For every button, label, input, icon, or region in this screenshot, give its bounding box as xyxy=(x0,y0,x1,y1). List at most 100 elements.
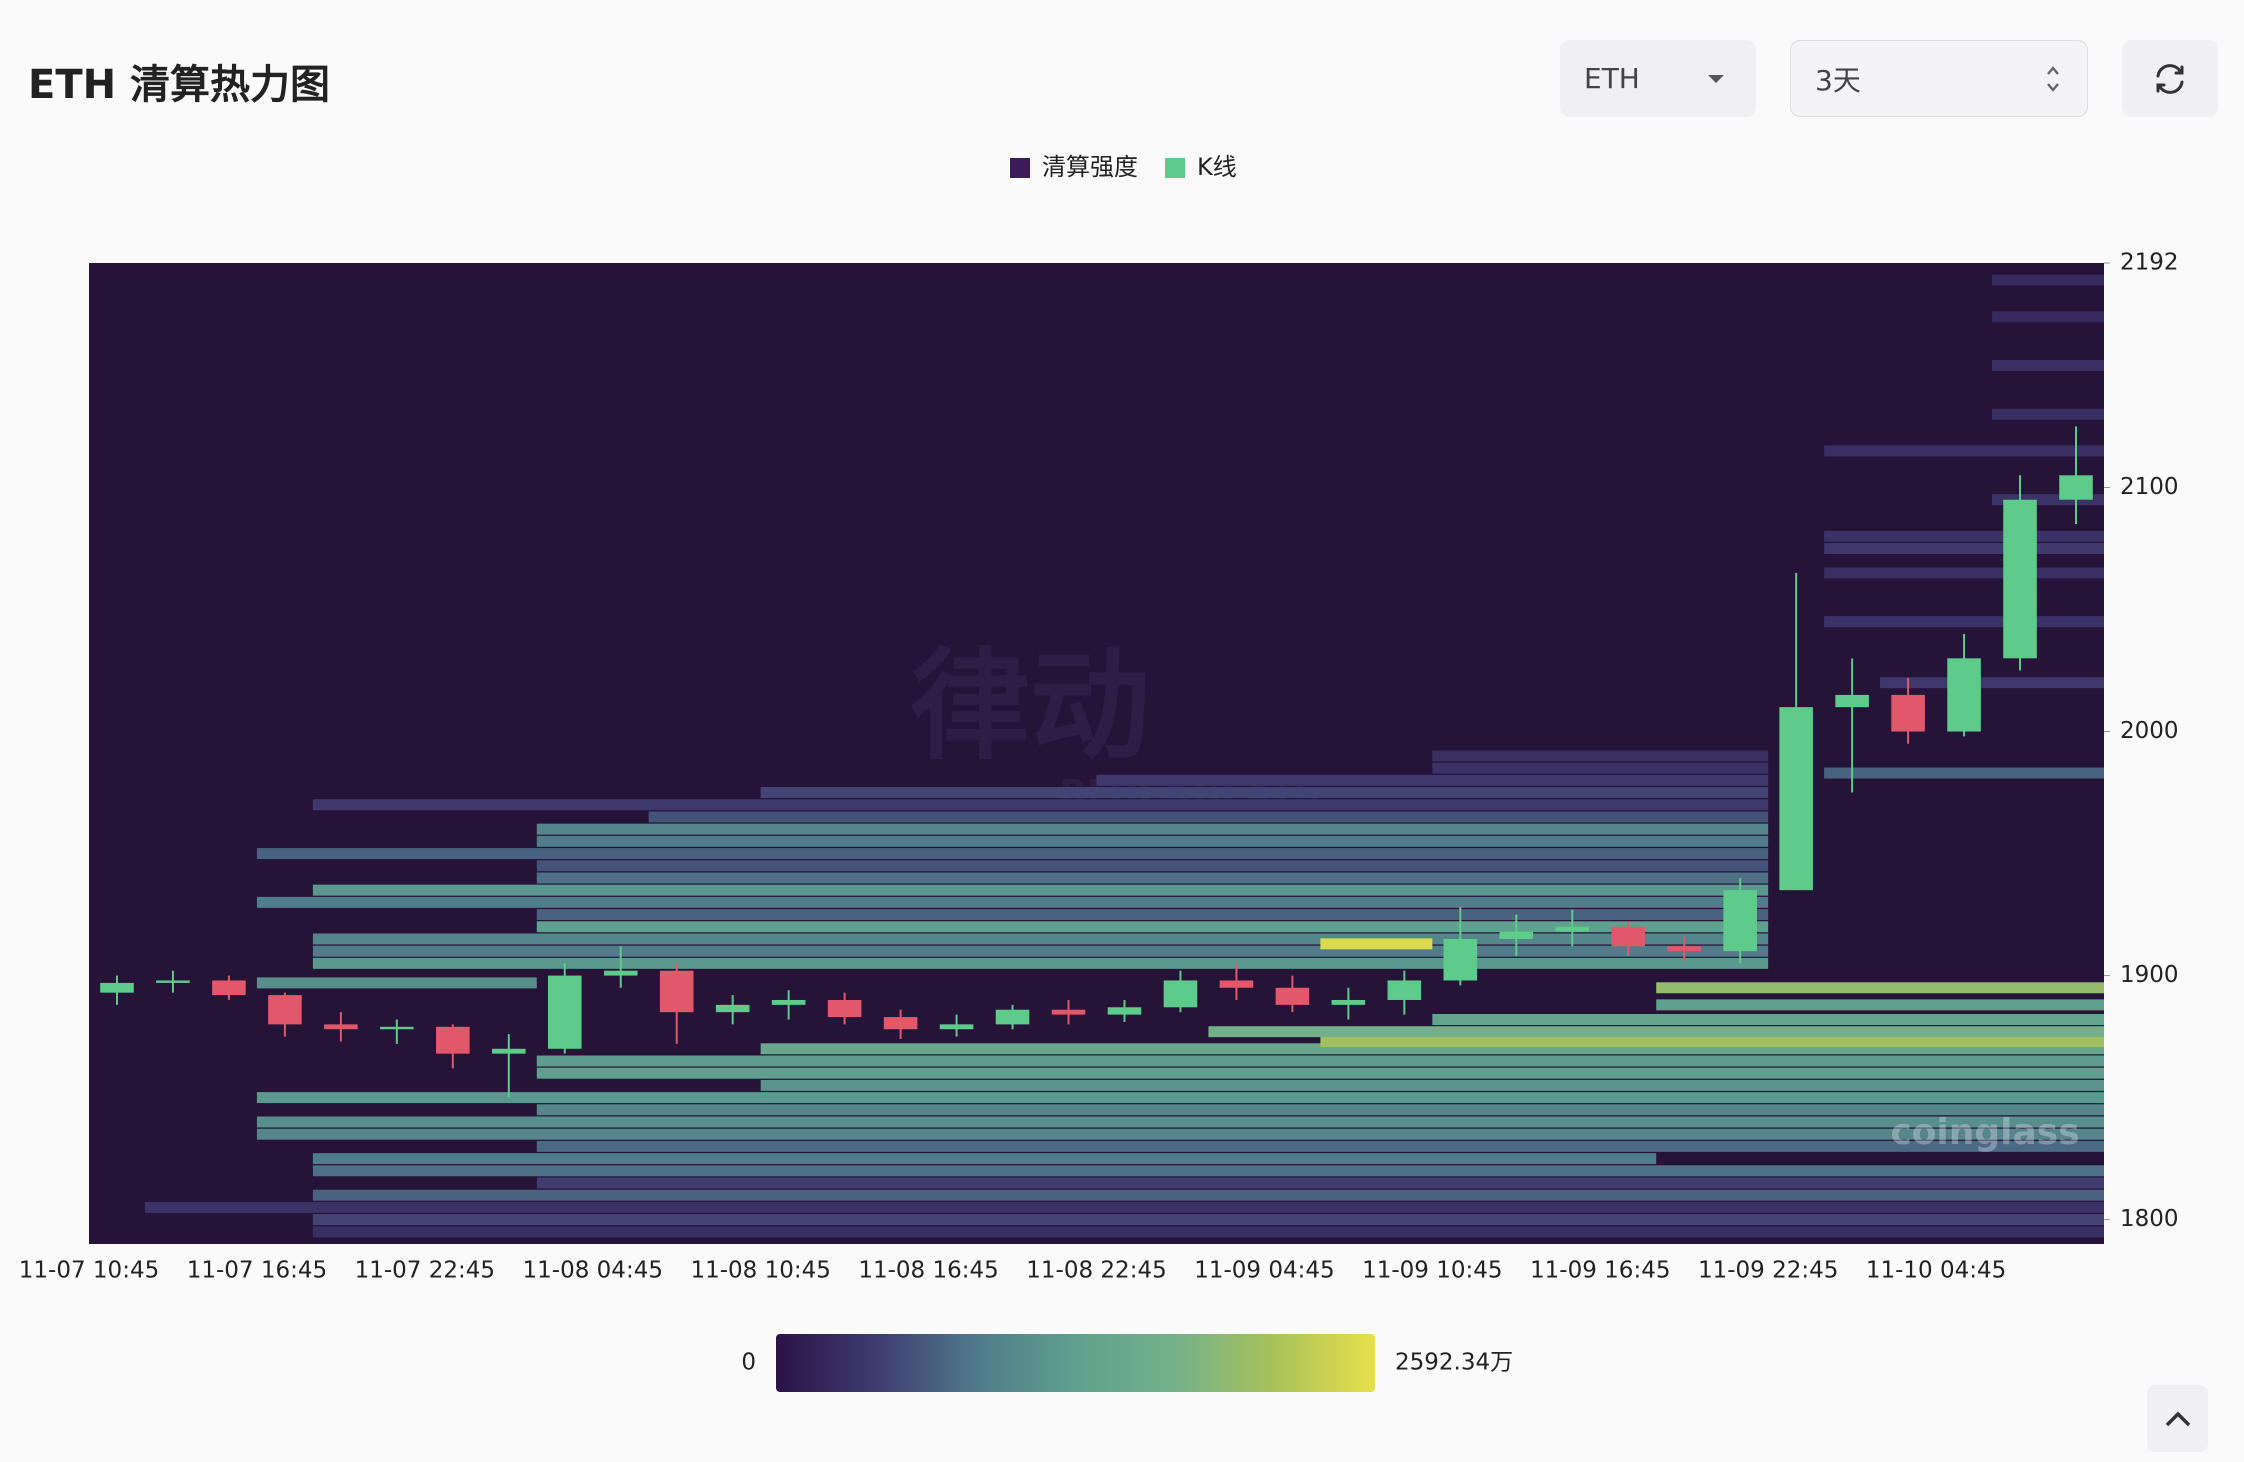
candle-body xyxy=(1611,926,1646,947)
heat-level xyxy=(256,848,1769,860)
heat-level xyxy=(536,872,1769,884)
heat-level xyxy=(1208,1026,2104,1038)
x-tick-label: 11-08 16:45 xyxy=(858,1258,998,1284)
heat-level xyxy=(1656,999,2104,1011)
refresh-button[interactable] xyxy=(2122,40,2218,117)
legend-swatch xyxy=(1165,158,1185,178)
candle-body xyxy=(1219,980,1254,988)
candle-body xyxy=(492,1048,526,1054)
candle-body xyxy=(1555,926,1590,932)
candle-body xyxy=(1499,931,1534,939)
candle-body xyxy=(1331,999,1366,1005)
candle-body xyxy=(436,1026,470,1054)
heat-level xyxy=(312,1214,2104,1226)
heat-level xyxy=(1824,767,2104,779)
colorbar-label: 0 xyxy=(741,1350,756,1376)
heat-level xyxy=(536,1067,2104,1079)
colorbar-label: 2592.34万 xyxy=(1395,1350,1513,1376)
heat-level xyxy=(536,1104,2104,1116)
x-tick-label: 11-09 22:45 xyxy=(1698,1258,1838,1284)
watermark: 律动 xyxy=(910,638,1150,777)
heat-level xyxy=(312,933,1769,945)
heat-level xyxy=(312,1226,2104,1238)
candle-body xyxy=(939,1024,974,1030)
candle-body xyxy=(1387,980,1422,1000)
candle-body xyxy=(100,982,134,993)
x-tick-label: 11-07 10:45 xyxy=(19,1258,159,1284)
heat-level xyxy=(1432,1014,2104,1025)
heat-level xyxy=(256,1092,2105,1104)
heat-level xyxy=(144,1201,2105,1213)
heat-level xyxy=(760,1043,2104,1055)
candle-body xyxy=(1723,890,1757,952)
candle-body xyxy=(1443,938,1478,981)
heat-level xyxy=(1432,750,1769,762)
y-tick-label: 2000 xyxy=(2120,718,2179,744)
symbol-select[interactable]: ETH xyxy=(1560,40,1756,117)
x-tick-label: 11-08 22:45 xyxy=(1026,1258,1166,1284)
dropdown-arrow xyxy=(1708,75,1724,83)
y-tick-label: 2100 xyxy=(2120,474,2179,500)
candle-body xyxy=(1947,658,1981,732)
candle-body xyxy=(1107,1007,1142,1015)
heat-level xyxy=(760,787,1769,799)
heat-level xyxy=(536,860,1769,872)
heat-level xyxy=(1096,774,1769,786)
candle-body xyxy=(659,970,694,1013)
watermark: coinglass xyxy=(1890,1112,2079,1153)
heat-level xyxy=(536,909,1769,921)
heat-level xyxy=(256,896,1769,908)
candle-body xyxy=(380,1026,414,1030)
legend-label: 清算强度 xyxy=(1042,153,1138,181)
x-tick-label: 11-09 10:45 xyxy=(1362,1258,1502,1284)
heat-level xyxy=(1824,543,2104,555)
heat-level xyxy=(312,1189,2104,1201)
legend-label: K线 xyxy=(1197,153,1237,181)
candle-body xyxy=(771,999,806,1005)
x-tick-label: 11-10 04:45 xyxy=(1866,1258,2006,1284)
candle-body xyxy=(212,980,246,996)
range-select[interactable]: 3天 xyxy=(1790,40,2088,117)
page-title: ETH 清算热力图 xyxy=(28,62,331,108)
plot-background xyxy=(89,263,2104,1244)
heat-level xyxy=(1320,1035,2104,1047)
candle-body xyxy=(1163,980,1198,1008)
candle-body xyxy=(1667,946,1701,952)
candle-body xyxy=(603,970,638,976)
x-tick-label: 11-07 16:45 xyxy=(187,1258,327,1284)
symbol-value: ETH xyxy=(1584,62,1640,95)
heat-level xyxy=(312,1165,2104,1177)
colorbar xyxy=(776,1334,1375,1392)
heat-level xyxy=(536,1177,2104,1189)
heat-level xyxy=(256,1116,2105,1128)
candle-body xyxy=(156,980,190,983)
candle-body xyxy=(1891,694,1925,732)
heat-level xyxy=(312,1153,1657,1165)
heat-level xyxy=(648,811,1769,823)
candle-body xyxy=(268,995,302,1025)
x-tick-label: 11-07 22:45 xyxy=(355,1258,495,1284)
heat-level xyxy=(1992,311,2104,323)
heat-level xyxy=(1432,762,1769,774)
scroll-top-button[interactable] xyxy=(2147,1385,2208,1452)
x-tick-label: 11-08 04:45 xyxy=(523,1258,663,1284)
heat-level xyxy=(312,945,1769,957)
candle-body xyxy=(995,1009,1030,1025)
heat-level xyxy=(1656,982,2104,994)
x-tick-label: 11-08 10:45 xyxy=(690,1258,830,1284)
candle-body xyxy=(715,1004,750,1013)
range-value: 3天 xyxy=(1815,63,1861,97)
heat-level xyxy=(536,1055,2104,1067)
heat-level xyxy=(536,1140,2104,1152)
heat-level xyxy=(1824,445,2104,457)
heat-level xyxy=(256,977,537,989)
heat-level xyxy=(1320,938,1433,950)
heat-level xyxy=(1824,530,2104,542)
heat-level xyxy=(760,1079,2104,1091)
heat-level xyxy=(312,884,1769,896)
heat-level xyxy=(1992,408,2104,420)
heat-level xyxy=(536,823,1769,835)
heat-level xyxy=(1880,677,2104,689)
